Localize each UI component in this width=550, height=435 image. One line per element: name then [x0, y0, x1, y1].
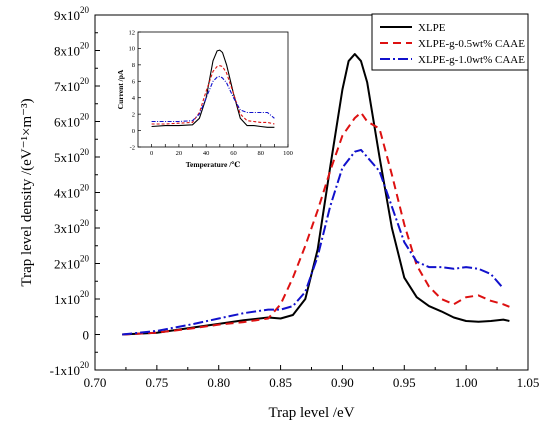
inset-x-tick-label: 20	[176, 150, 183, 157]
series-line-1	[122, 53, 510, 336]
x-tick-label: 0.95	[393, 375, 416, 390]
inset-y-tick-label: 12	[129, 29, 136, 36]
inset-x-tick-label: 60	[230, 150, 237, 157]
x-tick-label: 1.05	[517, 375, 540, 390]
legend-label-2: XLPE-g-0.5wt% CAAE	[418, 38, 525, 50]
y-tick-label: 5x1020	[54, 147, 90, 165]
inset-y-tick-label: -2	[130, 144, 135, 151]
y-axis-title: Trap level density /(eV⁻¹×m⁻³)	[19, 98, 35, 286]
x-axis-title: Trap level /eV	[268, 405, 354, 421]
inset-y-tick-label: 4	[132, 95, 136, 102]
inset-plot-area: 0 20 40 60 80 100 -2 0 2 4 6 8 10 12 Temperature /℃ Cur…	[116, 29, 293, 169]
main-plot-area: 0.70 0.75 0.80 0.85 0.90 0.95 1.00 1.05 -1x1020 0…	[19, 5, 539, 421]
x-tick-label: 0.85	[269, 375, 292, 390]
y-tick-label: -1x1020	[50, 360, 90, 378]
x-tick-label: 0.90	[331, 375, 354, 390]
inset-x-axis-title: Temperature /℃	[186, 160, 241, 169]
inset-y-tick-label: 6	[132, 79, 136, 86]
inset-x-tick-label: 80	[257, 150, 264, 157]
inset-y-tick-label: 10	[129, 46, 136, 53]
y-tick-label: 1x1020	[54, 289, 90, 307]
y-tick-label: 6x1020	[54, 112, 90, 130]
legend-label-3: XLPE-g-1.0wt% CAAE	[418, 54, 525, 66]
y-tick-label: 4x1020	[54, 183, 90, 201]
inset-y-tick-label: 2	[132, 111, 135, 118]
x-tick-label: 0.70	[84, 375, 107, 390]
y-tick-label: 2x1020	[54, 254, 90, 272]
inset-x-tick-label: 100	[283, 150, 293, 157]
inset-frame	[137, 31, 289, 148]
y-tick-label: 9x1020	[54, 5, 90, 23]
y-tick-label: 3x1020	[54, 218, 90, 236]
y-tick-label: 0	[83, 328, 90, 343]
x-tick-label: 0.75	[145, 375, 168, 390]
inset-series-line-1	[151, 49, 275, 128]
series-line-3	[122, 148, 505, 336]
legend: XLPE XLPE-g-0.5wt% CAAE XLPE-g-1.0wt% CAAE	[371, 13, 529, 71]
series-line-2	[122, 111, 510, 336]
legend-label-1: XLPE	[418, 22, 446, 34]
x-tick-label: 1.00	[455, 375, 478, 390]
inset-y-tick-label: 8	[132, 62, 135, 69]
inset-x-tick-label: 40	[203, 150, 210, 157]
inset-x-tick-label: 0	[150, 150, 153, 157]
inset-series-line-2	[151, 65, 275, 125]
x-tick-label: 0.80	[207, 375, 230, 390]
y-tick-label: 8x1020	[54, 41, 90, 59]
inset-y-axis-title: Current /pA	[116, 69, 125, 109]
y-tick-label: 7x1020	[54, 76, 90, 94]
inset-y-tick-label: 0	[132, 128, 135, 135]
inset-series-line-3	[151, 75, 275, 123]
